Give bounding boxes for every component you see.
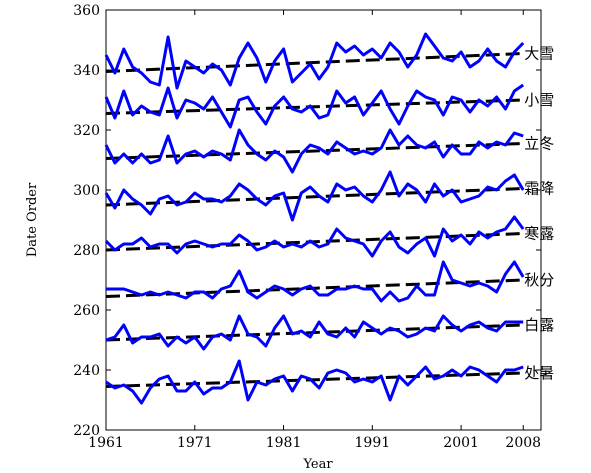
y-tick-label: 240	[73, 363, 100, 379]
x-tick-label: 1971	[177, 435, 213, 451]
x-tick-label: 1961	[88, 435, 124, 451]
axis-ticks: 1961 1971 1981 1991 2001 2008 220 240 260 280 300 3…	[73, 3, 541, 451]
series-line	[106, 260, 525, 303]
x-tick-label: 1991	[355, 435, 391, 451]
y-tick-label: 320	[73, 123, 100, 139]
trend-line	[105, 52, 524, 73]
series-label: 霜降	[524, 180, 554, 198]
series-line	[105, 314, 524, 351]
y-tick-label: 260	[73, 303, 100, 319]
series-line	[105, 359, 524, 405]
y-tick-label: 360	[73, 3, 100, 19]
series-label: 立冬	[524, 135, 554, 153]
series-label: 白露	[524, 316, 554, 334]
series-label: 处暑	[524, 364, 554, 382]
plot-frame	[105, 9, 542, 431]
y-tick-label: 280	[73, 243, 100, 259]
series-label: 秋分	[524, 271, 554, 289]
series-line	[104, 83, 525, 129]
series-line	[104, 32, 525, 90]
series-lines	[104, 32, 525, 405]
x-tick-label: 1981	[266, 435, 302, 451]
x-axis-title: Year	[302, 457, 333, 472]
trend-line	[105, 232, 524, 252]
series-line	[104, 215, 525, 258]
series-label: 寒露	[524, 225, 554, 243]
series-line	[104, 170, 525, 222]
y-tick-label: 300	[73, 183, 100, 199]
y-tick-label: 220	[73, 423, 100, 439]
series-line	[104, 128, 524, 174]
y-axis-title: Date Order	[25, 182, 40, 257]
series-label: 大雪	[524, 45, 554, 63]
trend-line	[105, 371, 524, 388]
x-tick-label: 2001	[443, 435, 479, 451]
x-tick-label: 2008	[505, 435, 541, 451]
series-label: 小雪	[524, 91, 554, 109]
trend-lines	[105, 52, 524, 388]
y-tick-label: 340	[73, 63, 100, 79]
